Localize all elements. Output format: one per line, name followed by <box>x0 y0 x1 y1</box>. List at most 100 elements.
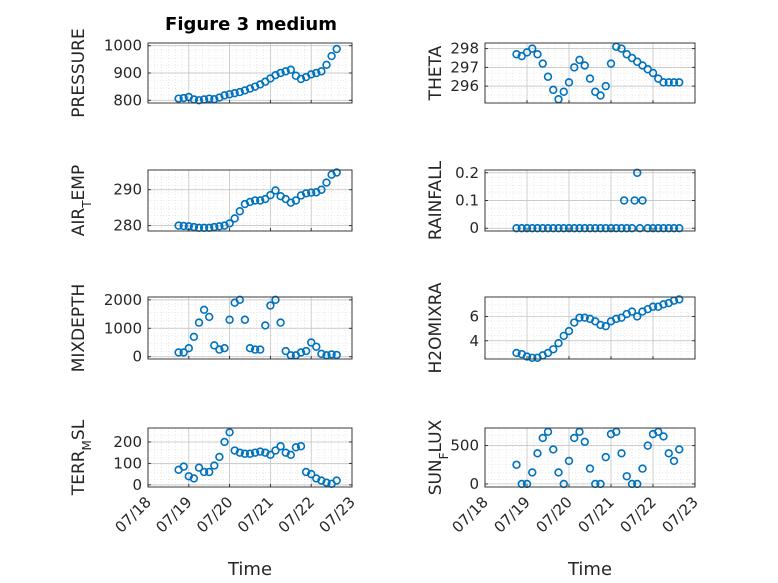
data-point <box>261 321 270 330</box>
data-point <box>205 94 214 103</box>
data-point <box>533 224 542 233</box>
data-point <box>596 224 605 233</box>
data-point <box>296 348 306 357</box>
data-point <box>194 96 204 105</box>
data-point <box>675 445 684 454</box>
data-point <box>312 342 321 351</box>
data-point <box>179 348 188 357</box>
data-point <box>554 224 563 233</box>
series-markers <box>512 42 684 104</box>
data-point <box>179 462 188 471</box>
data-point <box>554 468 563 477</box>
series-markers <box>174 295 341 360</box>
data-point <box>627 307 637 316</box>
data-point <box>245 197 255 207</box>
data-point <box>184 472 194 481</box>
data-point <box>174 221 183 230</box>
data-point <box>549 445 558 454</box>
data-point <box>675 224 684 233</box>
y-tick-label: 2000 <box>104 291 142 309</box>
data-point <box>317 185 326 194</box>
data-point <box>286 450 295 460</box>
data-point <box>266 450 275 460</box>
data-point <box>570 63 579 72</box>
y-axis-label: H2OMIXRA <box>426 282 446 373</box>
data-point <box>271 295 280 305</box>
data-point <box>601 81 610 91</box>
subplot-row2-right: 0 0.1 0.2 RAINFALL <box>426 160 696 240</box>
data-point <box>538 224 547 233</box>
data-point <box>332 168 341 177</box>
data-point <box>256 196 265 205</box>
y-tick-label: 0.1 <box>455 192 479 210</box>
data-point <box>654 224 663 233</box>
data-point <box>617 224 626 233</box>
data-point <box>286 198 295 207</box>
y-tick-label: 500 <box>450 437 479 455</box>
data-point <box>528 224 537 233</box>
data-point <box>215 345 224 354</box>
data-point <box>296 74 306 84</box>
data-point <box>659 432 668 441</box>
data-point <box>570 318 579 327</box>
y-axis-label: RAINFALL <box>426 160 446 240</box>
data-point <box>591 224 600 233</box>
data-point <box>606 59 616 68</box>
data-point <box>543 224 553 233</box>
data-point <box>630 196 639 205</box>
data-point <box>199 305 209 314</box>
data-point <box>575 55 584 65</box>
data-point <box>276 318 285 327</box>
data-point <box>559 331 568 341</box>
data-point <box>564 224 574 233</box>
subplot-row3-left: 0 1000 2000 MIXDEPTH <box>69 284 353 372</box>
data-point <box>291 196 301 205</box>
data-point <box>596 91 605 100</box>
data-point <box>669 78 679 87</box>
data-point <box>528 44 537 53</box>
data-point <box>675 295 684 304</box>
y-tick-label: 6 <box>469 307 479 325</box>
data-point <box>675 78 684 87</box>
data-point <box>266 301 275 310</box>
data-point <box>189 474 199 483</box>
data-point <box>559 87 568 96</box>
data-point <box>245 449 255 458</box>
data-point <box>601 224 610 233</box>
data-point <box>184 343 194 353</box>
data-point <box>580 224 589 233</box>
data-point <box>179 93 188 103</box>
data-point <box>512 224 521 233</box>
data-point <box>585 464 595 473</box>
y-axis-label-main: TERR <box>69 450 89 496</box>
data-point <box>235 295 245 305</box>
data-point <box>664 78 673 87</box>
data-point <box>261 448 270 457</box>
data-point <box>643 224 652 233</box>
data-point <box>669 456 679 466</box>
data-point <box>659 224 668 233</box>
data-point <box>549 224 558 233</box>
data-point <box>256 345 265 354</box>
subplot-row3-right: 4 6 H2OMIXRA <box>426 282 696 374</box>
data-point <box>235 448 245 457</box>
data-point <box>549 85 558 95</box>
data-point <box>585 224 595 233</box>
y-axis-label-main: SUN <box>426 459 446 495</box>
data-point <box>312 474 321 483</box>
data-point <box>189 332 199 342</box>
data-point <box>179 221 188 231</box>
y-tick-label: 280 <box>113 217 142 235</box>
data-point <box>580 437 589 446</box>
data-point <box>528 468 537 477</box>
data-point <box>522 352 532 361</box>
axes-frame <box>484 427 696 488</box>
data-point <box>317 476 326 485</box>
x-axis-label: Time <box>567 559 612 580</box>
data-point <box>210 341 219 350</box>
y-tick-label: 296 <box>450 77 479 95</box>
data-point <box>612 314 621 324</box>
data-point <box>638 464 647 473</box>
data-point <box>512 348 521 358</box>
